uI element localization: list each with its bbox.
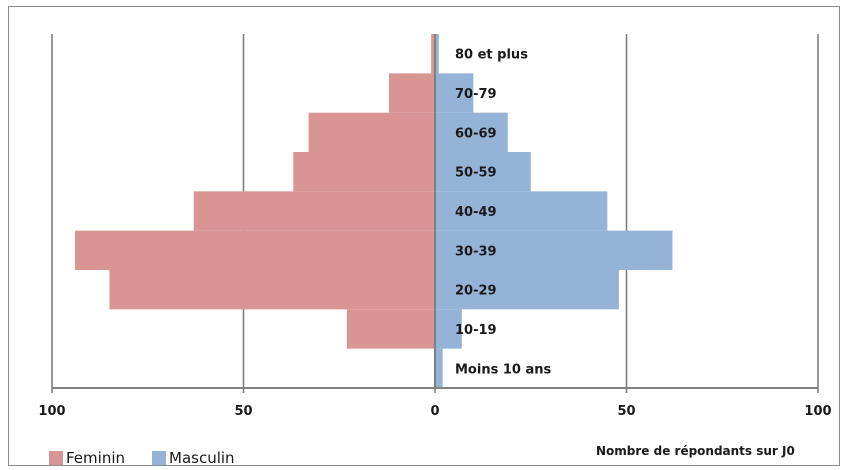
- x-tick-label: 0: [430, 404, 439, 419]
- axes: [51, 34, 819, 393]
- bar-masculin-30-39: [435, 230, 673, 270]
- bar-feminin-80-et-plus: [431, 34, 435, 74]
- bar-feminin-30-39: [74, 230, 435, 270]
- legend-swatch-masculin: [152, 451, 166, 465]
- bar-feminin-20-29: [109, 270, 435, 310]
- category-label-40-49: 40-49: [455, 205, 497, 220]
- x-tick-label: 50: [234, 404, 252, 419]
- bar-feminin-60-69: [308, 112, 435, 152]
- category-label-20-29: 20-29: [455, 284, 497, 299]
- bar-masculin-10-19: [435, 309, 462, 349]
- bar-feminin-10-19: [346, 309, 435, 349]
- bars: [74, 34, 673, 388]
- bar-masculin-40-49: [435, 191, 608, 231]
- category-label-30-39: 30-39: [455, 244, 497, 259]
- x-axis-title: Nombre de répondants sur J0: [596, 444, 795, 458]
- x-tick-label: 50: [617, 404, 635, 419]
- legend-swatch-feminin: [49, 451, 63, 465]
- bar-feminin-50-59: [293, 152, 435, 192]
- legend: Feminin Masculin: [49, 449, 235, 467]
- x-tick-labels: 100 50 0 50 100: [38, 404, 831, 419]
- bar-masculin-80-et-plus: [435, 34, 439, 74]
- legend-label-masculin: Masculin: [169, 449, 235, 467]
- category-label-10-19: 10-19: [455, 323, 497, 338]
- x-tick-label: 100: [804, 404, 831, 419]
- x-tick-label: 100: [38, 404, 65, 419]
- bar-feminin-70-79: [389, 73, 435, 113]
- bar-masculin-70-79: [435, 73, 474, 113]
- category-label-80-et-plus: 80 et plus: [455, 48, 528, 63]
- chart-frame: [8, 6, 840, 466]
- category-label-60-69: 60-69: [455, 126, 497, 141]
- legend-label-feminin: Feminin: [66, 449, 125, 467]
- bar-masculin-60-69: [435, 112, 508, 152]
- gridlines: [51, 34, 819, 388]
- category-labels: Moins 10 ans 10-19 20-29 30-39 40-49 50-59 60-…: [455, 48, 551, 378]
- bar-feminin-40-49: [193, 191, 435, 231]
- bar-masculin-50-59: [435, 152, 531, 192]
- category-label-50-59: 50-59: [455, 166, 497, 181]
- category-label-moins-10-ans: Moins 10 ans: [455, 362, 551, 377]
- bar-masculin-20-29: [435, 270, 619, 310]
- category-label-70-79: 70-79: [455, 87, 497, 102]
- bar-masculin-moins-10-ans: [435, 348, 443, 388]
